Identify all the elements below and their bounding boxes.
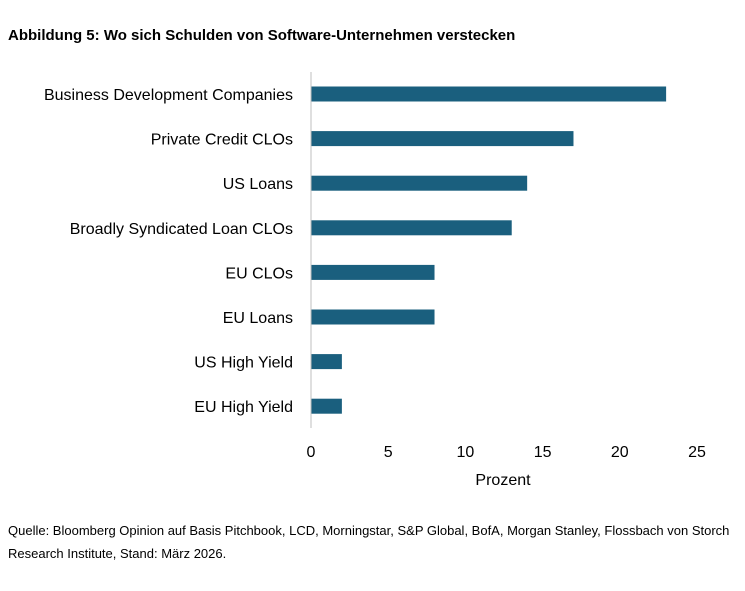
bar xyxy=(311,86,667,102)
bar xyxy=(311,175,528,191)
x-tick-label: 5 xyxy=(384,444,393,461)
bars-group xyxy=(311,86,667,414)
category-label: Business Development Companies xyxy=(44,87,293,104)
source-note: Quelle: Bloomberg Opinion auf Basis Pitc… xyxy=(8,523,730,561)
x-tick-labels-group: 0 5 10 15 20 25 xyxy=(307,444,706,461)
chart-title: Abbildung 5: Wo sich Schulden von Softwa… xyxy=(8,27,516,44)
bar xyxy=(311,131,574,147)
bar xyxy=(311,264,435,280)
bar xyxy=(311,220,512,236)
bar xyxy=(311,309,435,325)
category-label: Broadly Syndicated Loan CLOs xyxy=(70,221,293,238)
x-tick-label: 10 xyxy=(457,444,475,461)
bar-chart: Business Development Companies Private Cr… xyxy=(44,72,706,489)
x-tick-label: 20 xyxy=(611,444,629,461)
x-axis-title: Prozent xyxy=(475,472,531,489)
x-tick-label: 25 xyxy=(688,444,706,461)
x-tick-label: 15 xyxy=(534,444,552,461)
category-label: EU Loans xyxy=(223,310,293,327)
category-labels-group: Business Development Companies Private Cr… xyxy=(44,87,293,416)
category-label: EU CLOs xyxy=(225,265,293,282)
category-label: EU High Yield xyxy=(194,399,293,416)
bar xyxy=(311,354,342,370)
category-label: US High Yield xyxy=(194,355,293,372)
x-tick-label: 0 xyxy=(307,444,316,461)
category-label: US Loans xyxy=(223,176,293,193)
bar xyxy=(311,398,342,414)
category-label: Private Credit CLOs xyxy=(151,132,293,149)
